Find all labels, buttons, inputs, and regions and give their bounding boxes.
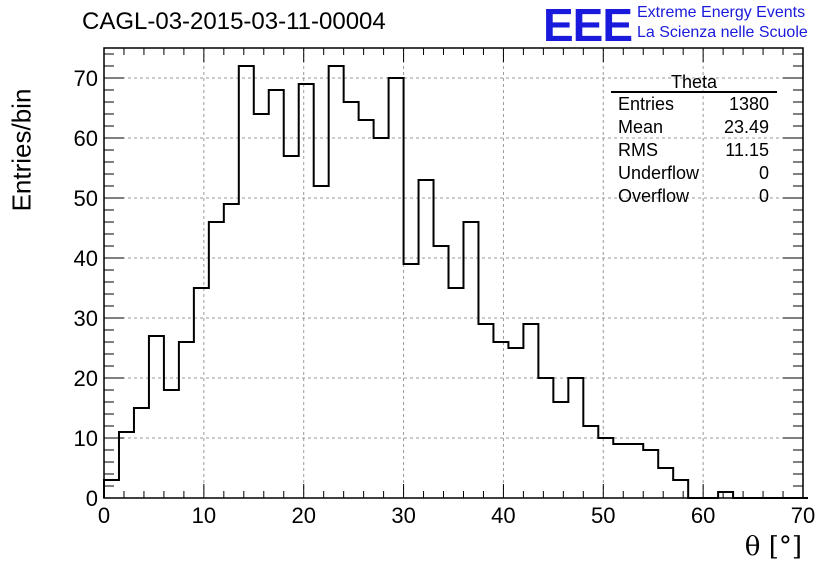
histogram-bin	[434, 246, 449, 498]
y-tick-label: 50	[74, 186, 98, 211]
histogram-bin	[314, 186, 329, 498]
histogram-bin	[628, 444, 643, 498]
stats-label: Underflow	[618, 163, 700, 183]
histogram-bin	[523, 324, 538, 498]
stats-row-overflow: Overflow 0	[611, 185, 777, 208]
histogram-bin	[134, 408, 149, 498]
x-tick-label: 10	[192, 503, 216, 528]
x-tick-label: 30	[391, 503, 415, 528]
y-tick-label: 0	[86, 486, 98, 511]
stats-value: 23.49	[723, 117, 769, 137]
histogram-bin	[164, 390, 179, 498]
logo-caption: Extreme Energy Events La Scienza nelle S…	[637, 3, 808, 43]
histogram-bin	[583, 426, 598, 498]
histogram-bin	[508, 348, 523, 498]
histogram-bin	[269, 90, 284, 498]
chart-title: CAGL-03-2015-03-11-00004	[82, 8, 386, 35]
x-tick-label: 0	[98, 503, 110, 528]
histogram-bin	[239, 66, 254, 498]
x-axis-label: θ [°]	[744, 532, 802, 562]
histogram-bin	[104, 480, 119, 498]
histogram-bin	[538, 378, 553, 498]
stats-rows: Entries 1380 Mean 23.49 RMS 11.15 Underflow 0 Ov…	[611, 93, 777, 208]
histogram-bin	[194, 288, 209, 498]
histogram-bin	[613, 444, 628, 498]
eee-logo: EEE	[543, 0, 633, 51]
histogram-bin	[673, 480, 688, 498]
histogram-bin	[254, 114, 269, 498]
y-tick-label: 70	[74, 66, 98, 91]
histogram-bin	[568, 378, 583, 498]
x-tick-label: 40	[491, 503, 515, 528]
histogram-bin	[344, 102, 359, 498]
stats-label: RMS	[618, 140, 658, 160]
y-axis-label: Entries/bin	[6, 88, 37, 212]
stats-title: Theta	[611, 72, 777, 93]
histogram-bin	[493, 342, 508, 498]
histogram-bin	[389, 78, 404, 498]
histogram-bin	[419, 180, 434, 498]
histogram-bin	[598, 438, 613, 498]
histogram-bin	[149, 336, 164, 498]
histogram-bin	[359, 120, 374, 498]
histogram-bin	[209, 222, 224, 498]
stats-label: Mean	[618, 117, 664, 137]
stats-value: 0	[758, 186, 769, 206]
stats-value: 1380	[728, 94, 769, 114]
y-axis-label-box: Entries/bin	[6, 89, 38, 212]
histogram-bin	[179, 342, 194, 498]
histogram-series	[103, 65, 808, 499]
stats-label: Overflow	[618, 186, 690, 206]
y-tick-label: 30	[74, 306, 98, 331]
logo-caption-line1: Extreme Energy Events	[637, 4, 806, 21]
histogram-bin	[299, 84, 314, 498]
y-tick-label: 20	[74, 366, 98, 391]
histogram-bin	[463, 222, 478, 498]
x-tick-label: 50	[591, 503, 615, 528]
histogram-bin	[478, 324, 493, 498]
histogram-bin	[658, 468, 673, 498]
histogram-bin	[224, 204, 239, 498]
stats-row-mean: Mean 23.49	[611, 116, 777, 139]
histogram-bin	[449, 288, 464, 498]
histogram-bin	[404, 264, 419, 498]
y-tick-label: 10	[74, 426, 98, 451]
histogram-bin	[553, 402, 568, 498]
histogram-bin	[284, 156, 299, 498]
x-tick-label: 60	[691, 503, 715, 528]
y-tick-label: 40	[74, 246, 98, 271]
y-tick-label: 60	[74, 126, 98, 151]
histogram-bin	[119, 432, 134, 498]
stats-row-rms: RMS 11.15	[611, 139, 777, 162]
stats-value: 11.15	[725, 140, 769, 160]
histogram-bin	[329, 66, 344, 498]
plot-frame	[103, 47, 804, 499]
histogram-bin	[643, 450, 658, 498]
stats-label: Entries	[618, 94, 675, 114]
stats-box: Theta Entries 1380 Mean 23.49 RMS 11.15 Underf…	[611, 72, 777, 208]
logo-caption-line2: La Scienza nelle Scuole	[637, 24, 808, 41]
stats-row-entries: Entries 1380	[611, 93, 777, 116]
x-tick-label: 70	[791, 503, 815, 528]
stats-value: 0	[758, 163, 769, 183]
stats-row-underflow: Underflow 0	[611, 162, 777, 185]
x-tick-label: 20	[291, 503, 315, 528]
